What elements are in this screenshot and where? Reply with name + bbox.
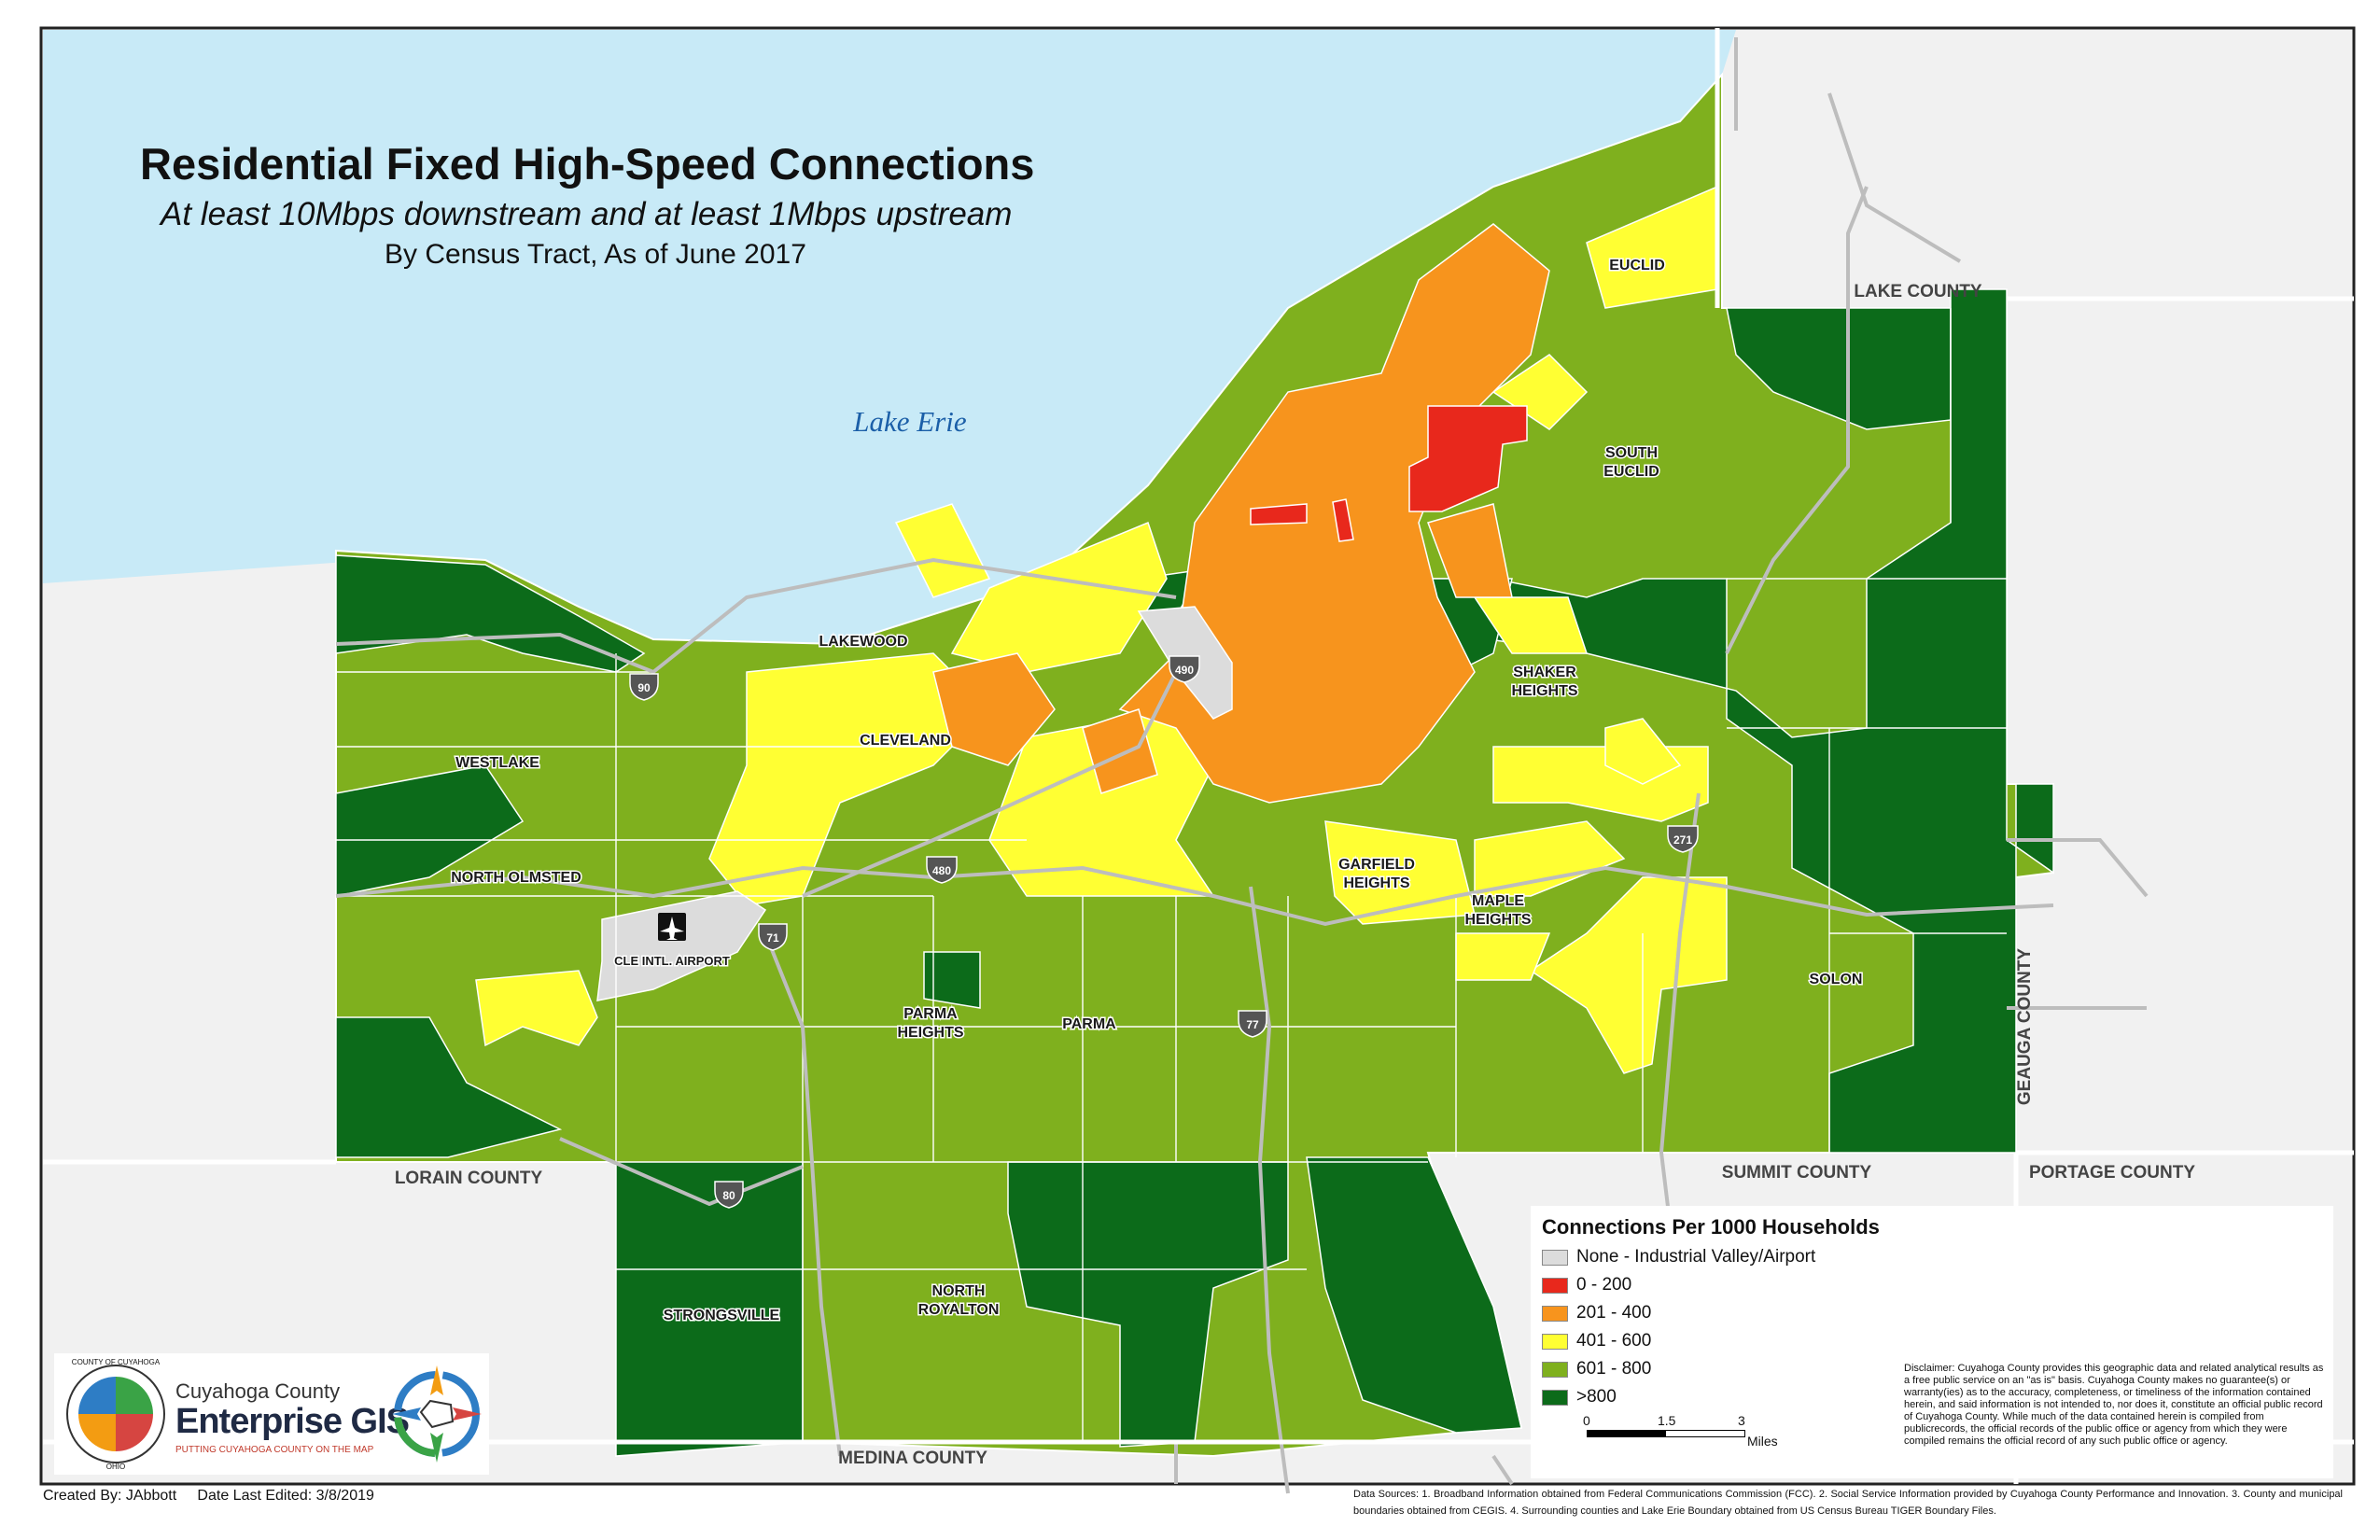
footer-date-edited: Date Last Edited: 3/8/2019: [197, 1488, 374, 1504]
svg-text:80: 80: [722, 1189, 735, 1202]
legend-swatch: [1542, 1249, 1568, 1266]
legend-swatch: [1542, 1389, 1568, 1406]
logo-line-1: Cuyahoga County: [175, 1379, 341, 1403]
city-label-garfield-1: GARFIELD: [1338, 857, 1415, 873]
city-label-strongsville: STRONGSVILLE: [664, 1308, 780, 1323]
interstate-shield-71: 71: [758, 923, 788, 951]
city-label-solon: SOLON: [1810, 972, 1863, 987]
legend-item-0-200: 0 - 200: [1542, 1275, 1631, 1295]
scale-bar: 0 1.5 3 Miles: [1583, 1413, 1811, 1454]
county-label-portage: PORTAGE COUNTY: [2029, 1163, 2195, 1183]
scale-label-0: 0: [1583, 1413, 1590, 1428]
compass-logo: [392, 1365, 482, 1463]
city-label-shaker-1: SHAKER: [1513, 665, 1576, 680]
county-label-geauga: GEAUGA COUNTY: [2015, 948, 2035, 1106]
svg-text:90: 90: [637, 681, 651, 694]
county-label-lorain: LORAIN COUNTY: [395, 1169, 543, 1188]
logo-line-2: Enterprise GIS: [175, 1402, 410, 1441]
svg-text:77: 77: [1246, 1018, 1259, 1031]
scale-label-2: 3: [1738, 1413, 1745, 1428]
legend: Connections Per 1000 Households None - I…: [1531, 1206, 2333, 1478]
legend-swatch: [1542, 1333, 1568, 1350]
city-label-north-royalton-1: NORTH: [932, 1283, 986, 1299]
map-subtitle-date: By Census Tract, As of June 2017: [385, 239, 806, 270]
legend-item-601-800: 601 - 800: [1542, 1359, 1651, 1379]
zones-over-800: [335, 288, 2054, 1457]
legend-swatch: [1542, 1277, 1568, 1294]
lake-erie: [43, 30, 1736, 644]
interstate-shield-90: 90: [629, 673, 659, 701]
scale-unit: Miles: [1747, 1434, 1778, 1449]
footer-credits: Created By: JAbbott Date Last Edited: 3/…: [43, 1488, 374, 1505]
interstate-shields: 90 490 480 71 77 271 80: [629, 655, 1699, 1209]
city-label-north-royalton-2: ROYALTON: [918, 1302, 1000, 1318]
legend-label: 601 - 800: [1576, 1359, 1652, 1379]
zones-401-600: [475, 185, 1728, 1074]
legend-swatch: [1542, 1305, 1568, 1322]
legend-label: None - Industrial Valley/Airport: [1576, 1247, 1816, 1267]
scale-segment-1: [1587, 1430, 1667, 1437]
seal-bottom-text: OHIO: [106, 1463, 125, 1471]
legend-item-none: None - Industrial Valley/Airport: [1542, 1247, 1815, 1267]
county-label-lake: LAKE COUNTY: [1854, 282, 1982, 301]
legend-item-over-800: >800: [1542, 1387, 1617, 1407]
footer-data-sources: Data Sources: 1. Broadband Information o…: [1353, 1489, 2343, 1517]
svg-text:490: 490: [1175, 664, 1194, 677]
legend-label: 401 - 600: [1576, 1331, 1652, 1351]
legend-swatch: [1542, 1361, 1568, 1378]
city-label-garfield-2: HEIGHTS: [1343, 875, 1409, 891]
city-label-north-olmsted: NORTH OLMSTED: [451, 870, 581, 886]
legend-item-201-400: 201 - 400: [1542, 1303, 1651, 1323]
city-label-parma: PARMA: [1062, 1016, 1116, 1032]
lake-label: Lake Erie: [852, 405, 967, 438]
county-label-medina: MEDINA COUNTY: [838, 1449, 987, 1468]
map-title: Residential Fixed High-Speed Connections: [140, 139, 1035, 189]
legend-label: 201 - 400: [1576, 1303, 1652, 1323]
interstate-shield-480: 480: [926, 856, 958, 884]
seal-top-text: COUNTY OF CUYAHOGA: [72, 1358, 161, 1366]
city-label-south-euclid-2: EUCLID: [1603, 464, 1659, 480]
map-subtitle: At least 10Mbps downstream and at least …: [161, 196, 1013, 232]
city-label-parma-heights-1: PARMA: [903, 1006, 958, 1022]
interstate-shield-80: 80: [714, 1181, 744, 1209]
footer-created-by: Created By: JAbbott: [43, 1488, 177, 1504]
svg-text:71: 71: [766, 931, 779, 945]
logo-box: COUNTY OF CUYAHOGA OHIO Cuyahoga County …: [54, 1353, 489, 1475]
city-label-cleveland: CLEVELAND: [860, 733, 951, 749]
legend-item-401-600: 401 - 600: [1542, 1331, 1651, 1351]
svg-text:480: 480: [932, 864, 951, 877]
interstate-shield-490: 490: [1169, 655, 1200, 683]
legend-title: Connections Per 1000 Households: [1542, 1215, 1880, 1239]
city-label-lakewood: LAKEWOOD: [819, 634, 907, 650]
scale-label-1: 1.5: [1658, 1413, 1676, 1428]
svg-text:271: 271: [1673, 833, 1692, 847]
zones-0-200: [1250, 405, 1528, 542]
interstate-shield-77: 77: [1238, 1010, 1267, 1038]
county-labels: LAKE COUNTY SUMMIT COUNTY PORTAGE COUNTY…: [395, 282, 2196, 1468]
county-label-summit: SUMMIT COUNTY: [1722, 1163, 1872, 1183]
logo-line-3: PUTTING CUYAHOGA COUNTY ON THE MAP: [175, 1445, 374, 1455]
interstate-shield-271: 271: [1667, 825, 1699, 853]
city-label-euclid: EUCLID: [1609, 258, 1665, 273]
city-labels: EUCLID SOUTH EUCLID LAKEWOOD SHAKER HEIG…: [450, 257, 1864, 1325]
disclaimer: Disclaimer: Cuyahoga County provides thi…: [1904, 1363, 2324, 1447]
county-seal-logo: COUNTY OF CUYAHOGA OHIO: [66, 1358, 165, 1471]
tract-lines: [336, 308, 2007, 1442]
city-label-westlake: WESTLAKE: [455, 755, 539, 771]
city-label-maple-2: HEIGHTS: [1464, 912, 1531, 928]
airplane-icon: [658, 913, 686, 941]
city-label-maple-1: MAPLE: [1472, 893, 1524, 909]
legend-label: 0 - 200: [1576, 1275, 1632, 1295]
scale-segment-2: [1665, 1430, 1745, 1437]
city-label-shaker-2: HEIGHTS: [1511, 683, 1577, 699]
legend-label: >800: [1576, 1387, 1617, 1407]
city-label-airport: CLE INTL. AIRPORT: [614, 954, 730, 968]
city-label-south-euclid-1: SOUTH: [1605, 445, 1658, 461]
city-label-parma-heights-2: HEIGHTS: [897, 1025, 963, 1041]
